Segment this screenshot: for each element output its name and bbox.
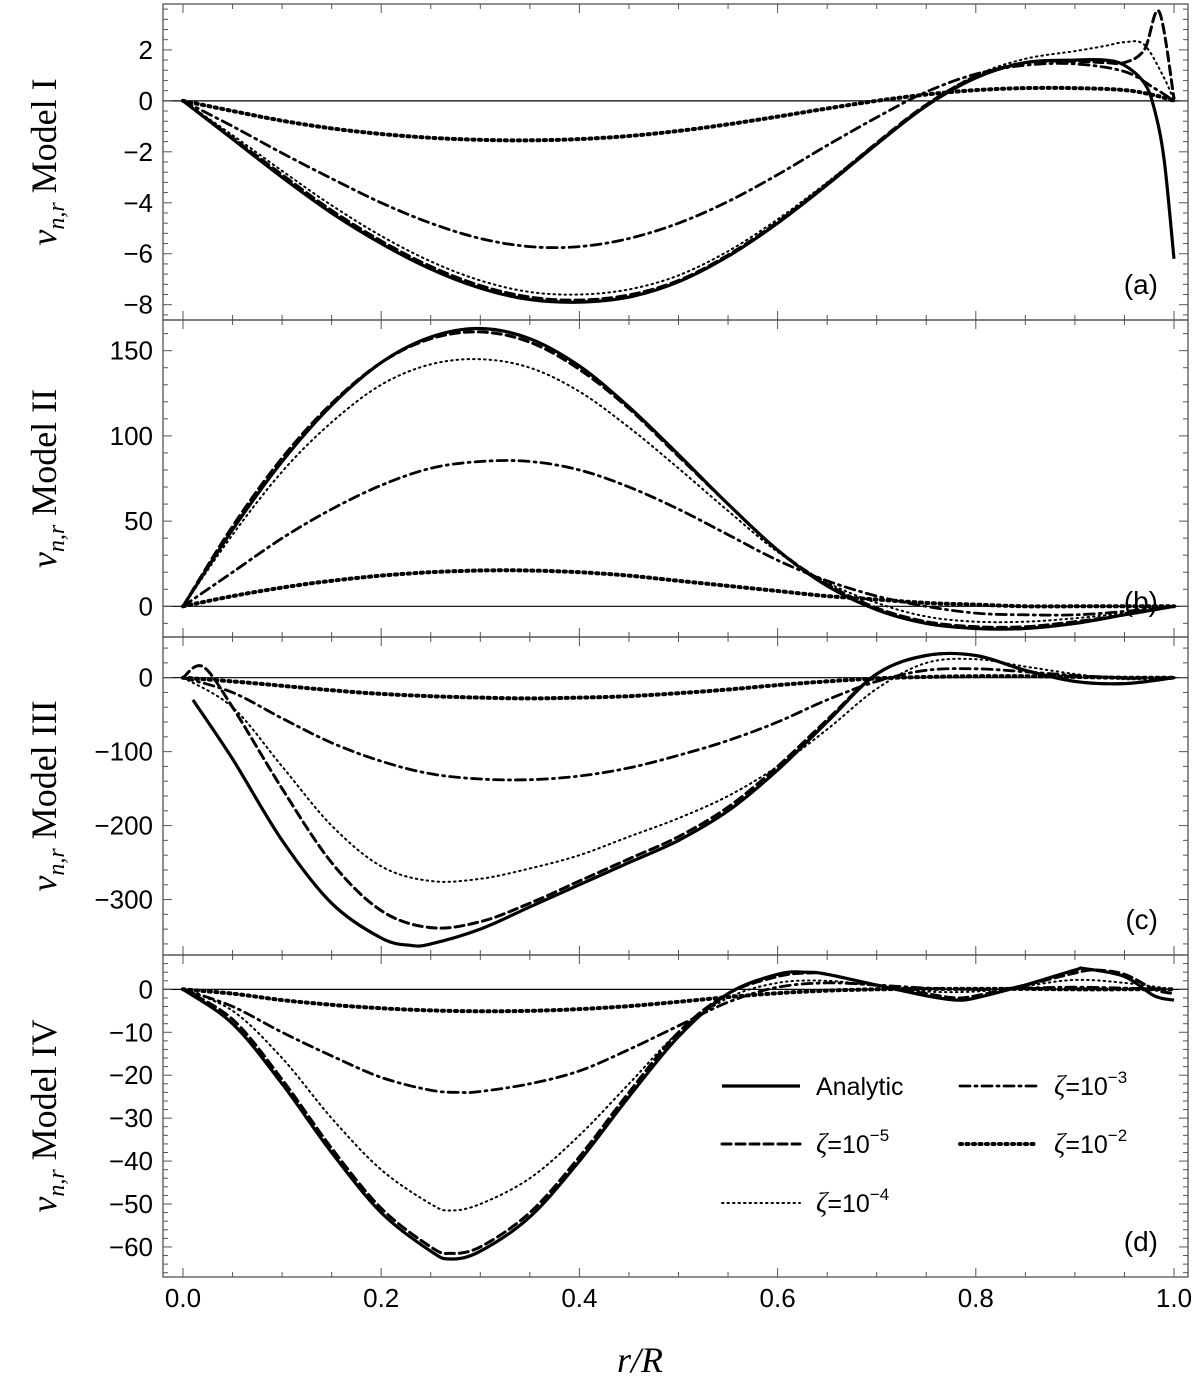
series-line-solid [191,651,1175,948]
series-group [181,326,1176,631]
y-tick-label: 100 [110,421,153,451]
panel-d: −60 −50 −40 −30 −20 −10 0 (d) vn,r Model IV [24,954,1189,1278]
y-axis-label: vn,r Model IV [24,1019,70,1212]
y-axis-label: vn,r Model I [24,78,70,245]
series-line-dashdot [181,667,1176,782]
legend-item: ζ=10−4 [721,1185,889,1219]
panel-frame [162,954,1189,1278]
y-tick-label: 150 [110,336,153,366]
series-line-solid [181,326,1175,631]
y-tick-label: 0 [139,86,153,116]
series-line-dashed [181,651,1176,930]
y-axis-label: vn,r Model II [24,389,70,568]
legend-label: Analytic [816,1073,904,1101]
series-line-dashed [181,968,1176,1255]
series-line-heavydot [181,986,1176,1014]
legend-item: Analytic [722,1073,904,1101]
series-line-heavydot [181,674,1176,701]
x-tick-label: 0.6 [760,1283,796,1313]
y-tick-label: 2 [139,35,153,65]
panel-frame [162,636,1189,956]
legend-label: ζ=10−4 [816,1185,889,1219]
y-tick-label: −4 [123,188,153,218]
x-tick-label: 0.4 [561,1283,597,1313]
panel-frame [162,3,1189,321]
panels: −8−6−4−202(a)vn,r Model I050100150(b)vn,… [24,3,1189,1278]
x-tick-label: 0.2 [363,1283,399,1313]
panel-tag: (b) [1124,586,1158,617]
y-tick-label: −20 [109,1060,153,1090]
x-tick-label: 0.0 [165,1283,201,1313]
y-tick-label: −6 [123,239,153,269]
series-line-dotted [182,358,1175,624]
y-tick-label: −100 [94,737,153,767]
legend: Analytic ζ=10−5 ζ=10−4 ζ=10−3 ζ=10−2 [720,1068,1127,1219]
series-line-dotted [182,978,1175,1212]
legend-item: ζ=10−2 [958,1126,1127,1160]
panel-frame [162,319,1189,638]
y-axis-label: vn,r Model III [24,700,70,891]
x-axis: 0.0 0.2 0.4 0.6 0.8 1.0 [165,1283,1192,1313]
panel-a: −8 −6 −4 −2 0 2 (a) vn,r Model I [24,3,1189,321]
legend-label: ζ=10−5 [816,1126,889,1160]
legend-item: ζ=10−5 [720,1126,889,1160]
x-tick-label: 0.8 [958,1283,994,1313]
legend-label: ζ=10−3 [1054,1068,1127,1102]
y-tick-label: −200 [94,811,153,841]
series-line-heavydot [181,568,1176,609]
series-line-solid [182,966,1175,1261]
panel-tag: (a) [1124,269,1158,300]
series-group [181,9,1176,304]
series-line-dashed [181,9,1176,302]
series-line-dashed [181,330,1176,629]
y-tick-label: 0 [139,591,153,621]
series-line-dotted [182,657,1175,883]
y-tick-label: 0 [139,663,153,693]
series-line-dotted [182,40,1175,296]
series-line-dashdot [181,61,1176,250]
y-tick-label: 50 [124,506,153,536]
panel-tag: (c) [1125,904,1158,935]
series-line-solid [182,57,1176,304]
series-line-heavydot [181,85,1176,143]
x-axis-label: r/R [617,1340,663,1380]
legend-label: ζ=10−2 [1054,1126,1127,1160]
y-tick-label: −60 [109,1232,153,1262]
legend-item: ζ=10−3 [958,1068,1127,1102]
y-tick-label: 0 [139,974,153,1004]
series-group [181,651,1176,948]
panel-c: −300 −200 −100 0 (c) vn,r Model III [24,636,1189,956]
y-tick-label: −10 [109,1017,153,1047]
y-tick-label: −30 [109,1103,153,1133]
y-tick-label: −300 [94,885,153,915]
series-group [181,966,1176,1261]
y-tick-label: −8 [123,290,153,320]
panel-b: 0 50 100 150 (b) vn,r Model II [24,319,1189,638]
x-tick-label: 1.0 [1156,1283,1192,1313]
y-tick-label: −50 [109,1189,153,1219]
y-tick-label: −2 [123,137,153,167]
series-line-dashdot [181,459,1176,617]
panel-tag: (d) [1124,1226,1158,1257]
y-tick-label: −40 [109,1146,153,1176]
